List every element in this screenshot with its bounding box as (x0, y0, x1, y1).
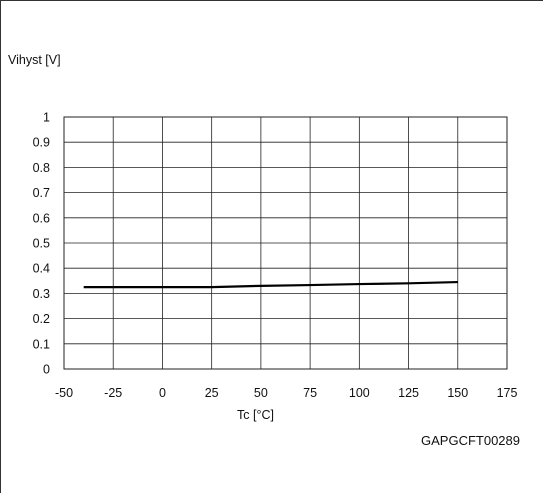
series-layer (83, 280, 458, 289)
figure-code: GAPGCFT00289 (421, 433, 520, 448)
y-tick-label: 0.2 (33, 312, 50, 326)
y-tick-label: 0 (43, 363, 50, 377)
y-tick-label: 0.4 (33, 262, 50, 276)
y-tick-label: 0.1 (33, 337, 50, 351)
y-tick-label: 0.7 (33, 186, 50, 200)
x-tick-label: -50 (55, 386, 73, 400)
x-tick-label: 100 (349, 386, 370, 400)
y-axis-title: Vihyst [V] (8, 53, 61, 67)
plot-area-border (63, 116, 508, 370)
y-tick-label: 0.5 (33, 237, 50, 251)
y-tick-label: 0.6 (33, 211, 50, 225)
x-tick-label: -25 (104, 386, 122, 400)
y-tick-labels: 0 0.1 0.2 0.3 0.4 0.5 0.6 0.7 0.8 0.9 1 (33, 111, 50, 377)
x-tick-label: 175 (497, 386, 518, 400)
x-tick-label: 150 (447, 386, 468, 400)
y-tick-label: 0.8 (33, 161, 50, 175)
y-tick-label: 1 (43, 111, 50, 125)
y-tick-label: 0.9 (33, 136, 50, 150)
y-tick-label: 0.3 (33, 287, 50, 301)
x-axis-title: Tc [°C] (237, 408, 274, 422)
x-tick-label: 75 (303, 386, 317, 400)
x-tick-labels: -50 -25 0 25 50 75 100 125 150 175 (55, 386, 518, 400)
x-tick-label: 125 (398, 386, 419, 400)
x-tick-label: 50 (254, 386, 268, 400)
series-line (83, 280, 458, 289)
x-tick-label: 25 (205, 386, 219, 400)
x-tick-label: 0 (159, 386, 166, 400)
grid-lines (63, 116, 508, 370)
